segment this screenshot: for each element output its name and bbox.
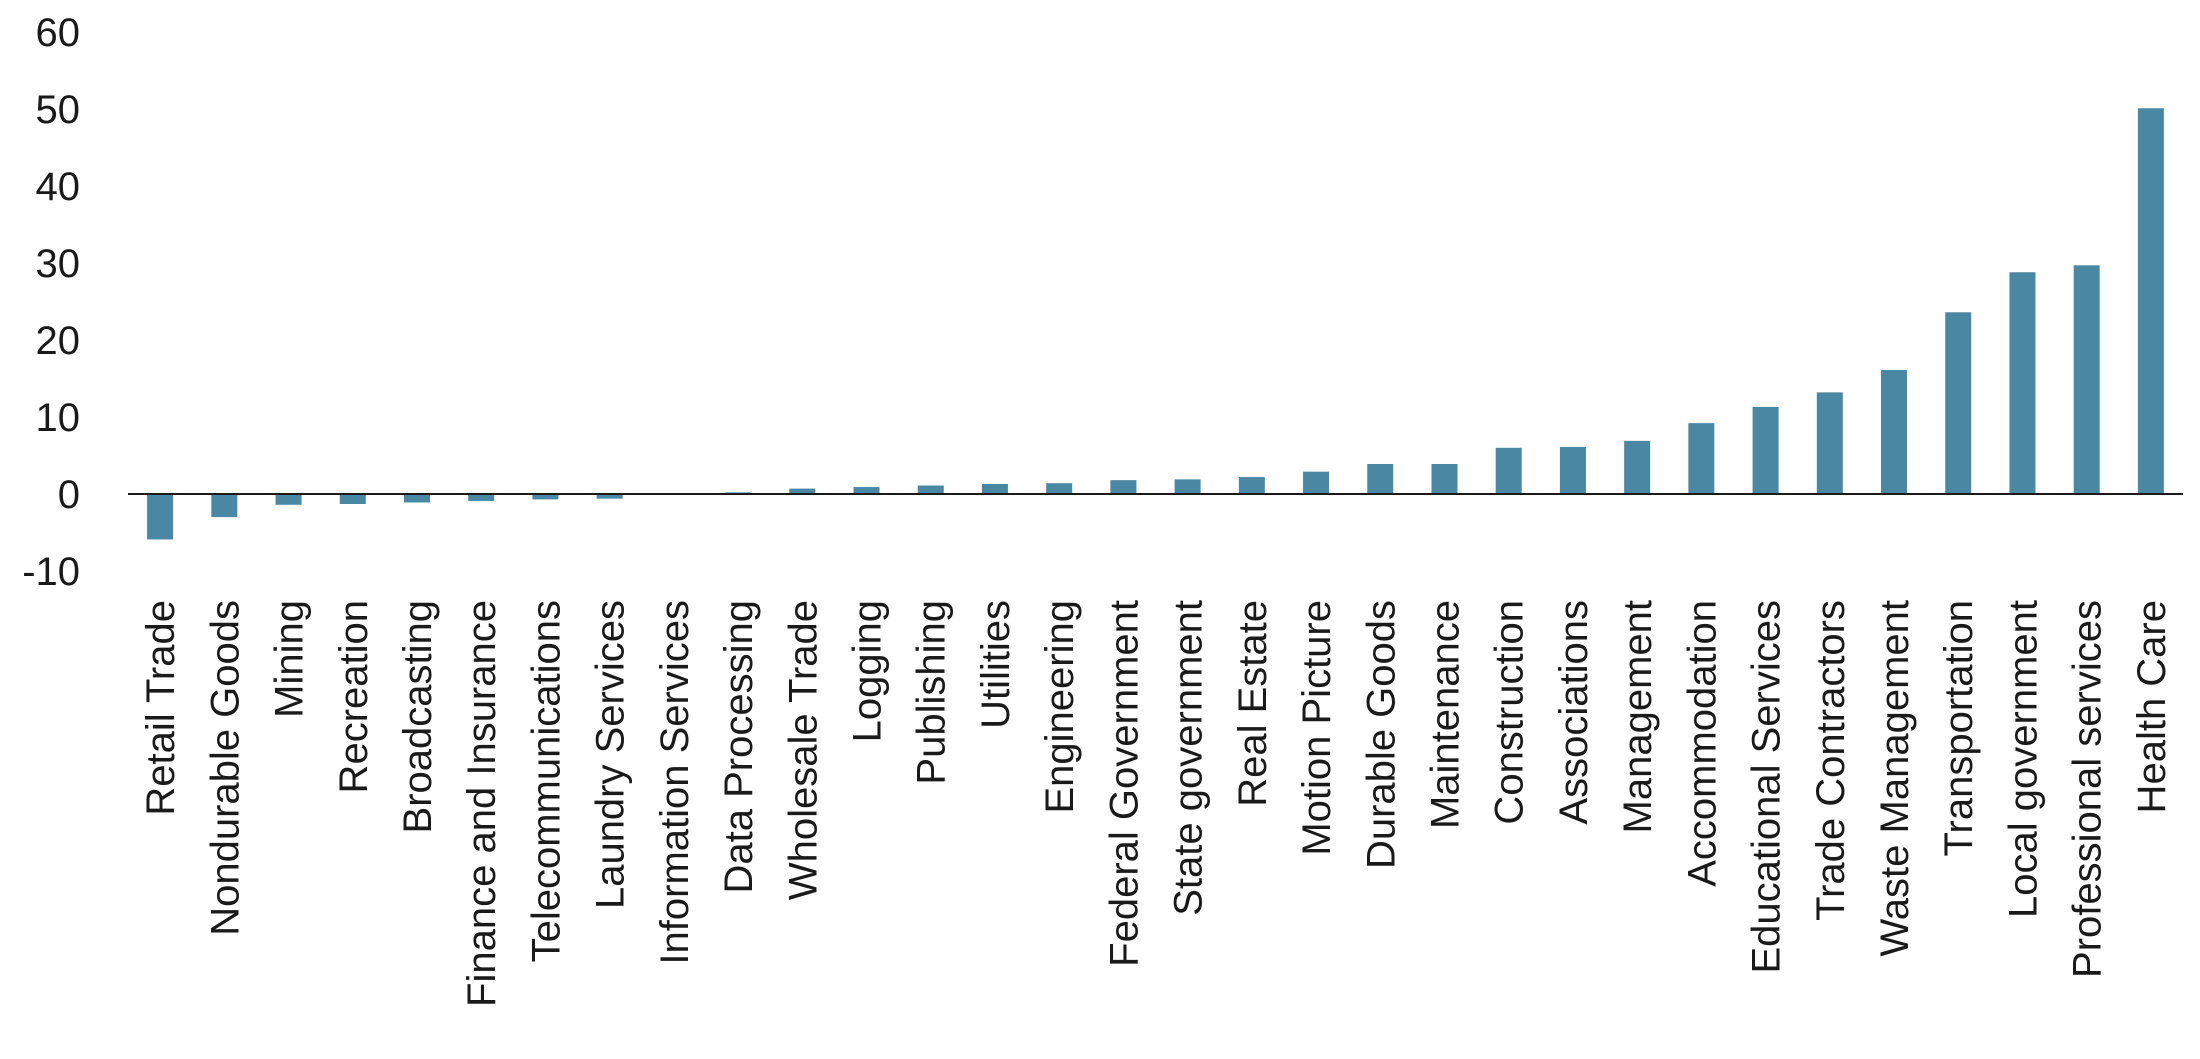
bar (1046, 483, 1073, 494)
x-tick-label: Nondurable Goods (203, 600, 247, 936)
y-tick-label: 60 (36, 11, 81, 55)
x-tick-label: Information Services (653, 600, 697, 965)
y-tick-label: 50 (36, 88, 81, 132)
bar (275, 494, 302, 505)
x-tick-label: Accommodation (1680, 600, 1724, 887)
y-tick-label: 30 (36, 242, 81, 286)
x-tick-label: Transportation (1937, 600, 1981, 856)
bar (1431, 463, 1458, 494)
x-tick-label: Associations (1552, 600, 1596, 825)
bars (147, 108, 2164, 540)
bar (1688, 423, 1715, 494)
bar (532, 494, 559, 500)
bar (339, 494, 366, 505)
x-tick-label: Laundry Services (589, 600, 633, 909)
bar (917, 485, 944, 494)
x-tick-label: Waste Management (1873, 600, 1917, 956)
bar (1624, 440, 1651, 494)
x-tick-label: Broadcasting (396, 600, 440, 833)
x-tick-label: Maintenance (1423, 600, 1467, 829)
bar (1559, 447, 1586, 494)
x-tick-label: Local government (2001, 600, 2045, 918)
bar (1816, 392, 1843, 494)
bar (1881, 370, 1908, 494)
x-tick-label: Management (1616, 600, 1660, 833)
x-tick-label: Construction (1488, 600, 1532, 825)
bar (789, 488, 816, 494)
x-tick-label: State government (1167, 600, 1211, 916)
x-tick-label: Federal Government (1102, 600, 1146, 967)
bar (147, 494, 174, 540)
bar (1303, 471, 1330, 494)
bar (1495, 447, 1522, 494)
x-tick-label: Utilities (974, 600, 1018, 729)
x-tick-label: Engineering (1038, 600, 1082, 814)
bar (403, 494, 430, 503)
x-tick-label: Real Estate (1231, 600, 1275, 807)
bar (2073, 265, 2100, 494)
y-tick-label: 20 (36, 319, 81, 363)
y-tick-label: 10 (36, 396, 81, 440)
x-tick-label: Publishing (910, 600, 954, 785)
x-tick-label: Mining (268, 600, 312, 718)
bar (853, 487, 880, 494)
y-tick-label: -10 (22, 550, 80, 594)
bar (1238, 477, 1265, 494)
bar (2137, 108, 2164, 494)
bar (1367, 463, 1394, 494)
x-tick-label: Recreation (332, 600, 376, 793)
bar (596, 494, 623, 499)
bar (1110, 480, 1137, 494)
x-axis-labels: Retail Trade Nondurable Goods Mining Recrea… (139, 600, 2174, 1007)
y-axis: 60 50 40 30 20 10 0 -10 (22, 11, 80, 594)
x-tick-label: Telecommunications (524, 600, 568, 962)
bar (211, 494, 238, 518)
bar (1945, 312, 1972, 494)
x-tick-label: Health Care (2130, 600, 2174, 813)
x-tick-label: Wholesale Trade (781, 600, 825, 900)
x-tick-label: Durable Goods (1359, 600, 1403, 869)
bar (1174, 479, 1201, 494)
bar (981, 483, 1008, 494)
x-tick-label: Educational Services (1745, 600, 1789, 974)
y-tick-label: 0 (58, 473, 80, 517)
x-tick-label: Professional services (2066, 600, 2110, 978)
bar (468, 494, 495, 501)
x-tick-label: Retail Trade (139, 600, 183, 816)
x-tick-label: Logging (846, 600, 890, 742)
bar (2009, 272, 2036, 494)
x-tick-label: Trade Contractors (1809, 600, 1853, 921)
bar (1752, 406, 1779, 494)
x-tick-label: Motion Picture (1295, 600, 1339, 856)
x-tick-label: Data Processing (717, 600, 761, 893)
x-tick-label: Finance and Insurance (460, 600, 504, 1007)
y-tick-label: 40 (36, 165, 81, 209)
